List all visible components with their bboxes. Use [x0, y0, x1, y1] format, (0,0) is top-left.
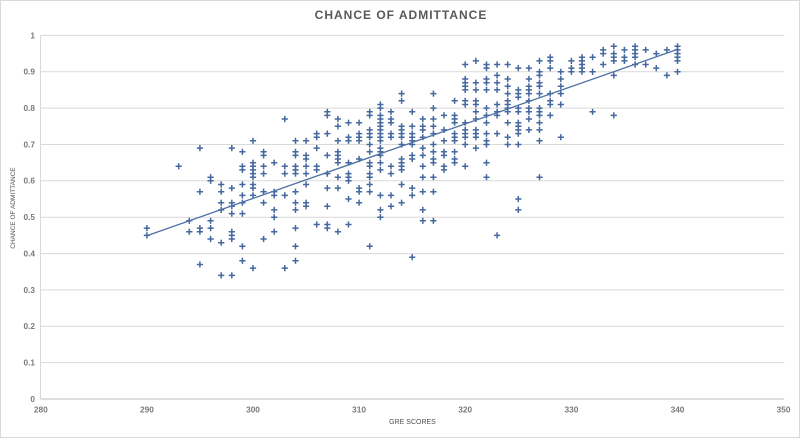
svg-text:290: 290 [140, 405, 154, 415]
svg-text:0.8: 0.8 [23, 103, 35, 113]
svg-text:300: 300 [246, 405, 260, 415]
svg-text:0.7: 0.7 [23, 139, 35, 149]
svg-text:280: 280 [34, 405, 48, 415]
svg-text:0.3: 0.3 [23, 285, 35, 295]
svg-text:0.2: 0.2 [23, 321, 35, 331]
svg-text:320: 320 [458, 405, 472, 415]
svg-text:310: 310 [352, 405, 366, 415]
svg-text:1: 1 [30, 30, 35, 40]
svg-text:0.4: 0.4 [23, 249, 35, 259]
svg-text:0: 0 [30, 394, 35, 404]
svg-text:GRE SCORES: GRE SCORES [389, 419, 436, 426]
svg-text:CHANCE OF ADMITTANCE: CHANCE OF ADMITTANCE [315, 8, 488, 22]
svg-text:0.1: 0.1 [23, 358, 35, 368]
svg-text:0.9: 0.9 [23, 67, 35, 77]
svg-text:0.5: 0.5 [23, 212, 35, 222]
svg-text:CHANCE OF ADMITTANCE: CHANCE OF ADMITTANCE [10, 167, 17, 249]
svg-text:350: 350 [777, 405, 791, 415]
svg-text:340: 340 [671, 405, 685, 415]
svg-text:0.6: 0.6 [23, 176, 35, 186]
svg-text:330: 330 [564, 405, 578, 415]
